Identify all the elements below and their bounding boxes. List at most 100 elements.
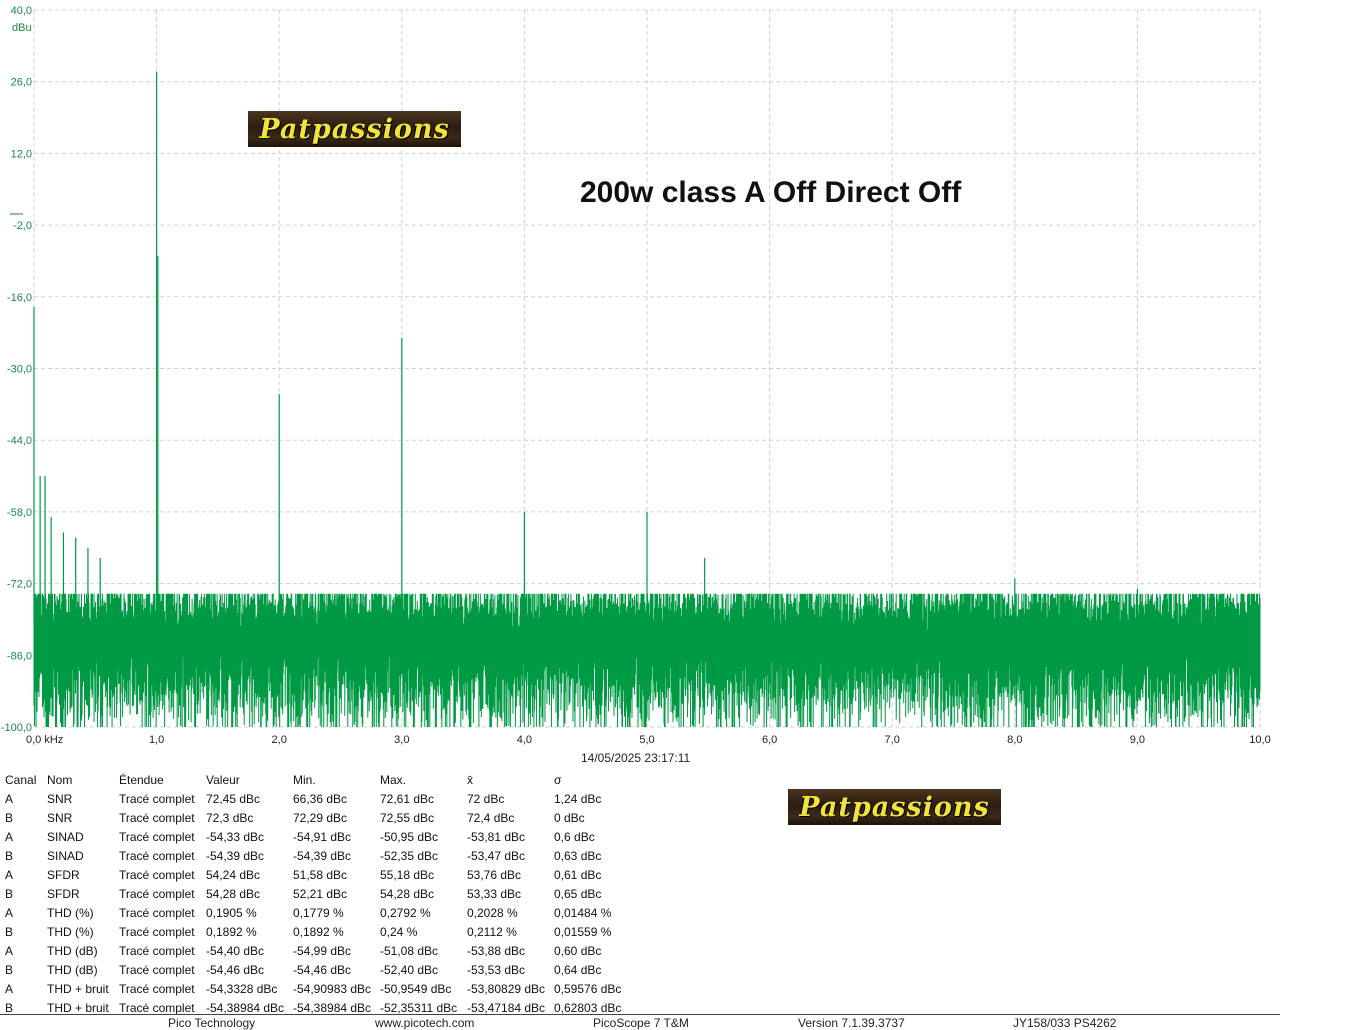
x-axis-ticks: 0,0 kHz 1,0 2,0 3,0 4,0 5,0 6,0 7,0 8,0 9,0 10,0	[26, 734, 1271, 746]
table-cell: 0,6 dBc	[554, 829, 595, 844]
table-row: B THD (%) Tracé complet 0,1892 % 0,1892 % 0,2…	[0, 922, 634, 941]
table-cell: A	[5, 905, 14, 920]
header-nom: Nom	[47, 772, 73, 787]
table-row: A THD + bruit Tracé complet -54,3328 dBc -54…	[0, 979, 634, 998]
table-cell: B	[5, 962, 14, 977]
table-cell: A	[5, 829, 14, 844]
table-cell: -53,47 dBc	[467, 848, 526, 863]
table-cell: Tracé complet	[119, 981, 195, 996]
table-cell: B	[5, 810, 14, 825]
table-cell: 51,58 dBc	[293, 867, 348, 882]
table-cell: -54,33 dBc	[206, 829, 265, 844]
table-cell: 54,28 dBc	[206, 886, 261, 901]
table-cell: -54,91 dBc	[293, 829, 352, 844]
table-cell: 54,28 dBc	[380, 886, 435, 901]
table-cell: Tracé complet	[119, 962, 195, 977]
y-tick-label: -72,0	[7, 579, 32, 591]
table-row: B SNR Tracé complet 72,3 dBc 72,29 dBc 72,55 …	[0, 808, 634, 827]
table-cell: 0,63 dBc	[554, 848, 602, 863]
table-cell: 0,1779 %	[293, 905, 344, 920]
table-cell: Tracé complet	[119, 829, 195, 844]
table-cell: THD + bruit	[47, 981, 109, 996]
table-cell: Tracé complet	[119, 867, 195, 882]
table-cell: THD + bruit	[47, 1000, 109, 1015]
y-axis-unit: dBu	[12, 22, 32, 34]
table-cell: 0,1892 %	[206, 924, 257, 939]
table-cell: 52,21 dBc	[293, 886, 348, 901]
x-tick-label: 1,0	[149, 734, 164, 746]
table-cell: Tracé complet	[119, 848, 195, 863]
table-cell: Tracé complet	[119, 924, 195, 939]
table-cell: B	[5, 924, 14, 939]
table-row: A THD (dB) Tracé complet -54,40 dBc -54,99 d…	[0, 941, 634, 960]
table-cell: 0,2112 %	[467, 924, 517, 939]
measurements-body: A SNR Tracé complet 72,45 dBc 66,36 dBc 72,61…	[0, 789, 634, 1017]
table-cell: Tracé complet	[119, 905, 195, 920]
logo-text: Patpassions	[799, 791, 990, 823]
table-cell: -52,35311 dBc	[380, 1000, 458, 1015]
header-sigma: σ	[554, 772, 562, 787]
table-cell: 72,61 dBc	[380, 791, 435, 806]
table-row: A THD (%) Tracé complet 0,1905 % 0,1779 % 0,2…	[0, 903, 634, 922]
table-cell: Tracé complet	[119, 810, 195, 825]
table-cell: THD (%)	[47, 924, 94, 939]
measurements-table: Canal Nom Étendue Valeur Min. Max. x̄ σ …	[0, 770, 634, 1017]
table-cell: A	[5, 943, 14, 958]
footer-device: JY158/033 PS4262	[1013, 1016, 1117, 1030]
table-cell: 0,62803 dBc	[554, 1000, 622, 1015]
table-cell: 0,65 dBc	[554, 886, 602, 901]
footer-divider	[0, 1014, 1280, 1015]
logo-text: Patpassions	[259, 113, 450, 145]
table-cell: -54,39 dBc	[293, 848, 352, 863]
spectrum-peaks	[33, 71, 1139, 625]
table-row: B SFDR Tracé complet 54,28 dBc 52,21 dBc 54,2…	[0, 884, 634, 903]
table-cell: -53,80829 dBc	[467, 981, 546, 996]
y-tick-label: 26,0	[11, 77, 32, 89]
table-cell: -54,38984 dBc	[293, 1000, 372, 1015]
table-cell: B	[5, 1000, 14, 1015]
table-cell: -52,35 dBc	[380, 848, 439, 863]
table-cell: THD (dB)	[47, 943, 98, 958]
table-cell: -51,08 dBc	[380, 943, 439, 958]
x-tick-label: 8,0	[1007, 734, 1022, 746]
table-cell: -52,40 dBc	[380, 962, 439, 977]
table-cell: -54,99 dBc	[293, 943, 352, 958]
table-cell: 72,45 dBc	[206, 791, 261, 806]
table-cell: 0,1892 %	[293, 924, 344, 939]
y-tick-label: -16,0	[7, 292, 32, 304]
y-tick-label: -100,0	[1, 722, 32, 734]
y-tick-label: 40,0	[11, 5, 32, 17]
table-cell: SINAD	[47, 829, 84, 844]
table-cell: THD (%)	[47, 905, 94, 920]
chart-title: 200w class A Off Direct Off	[580, 176, 962, 209]
table-cell: 54,24 dBc	[206, 867, 261, 882]
y-tick-label: -30,0	[7, 364, 32, 376]
x-tick-label: 5,0	[639, 734, 654, 746]
table-row: A SNR Tracé complet 72,45 dBc 66,36 dBc 72,61…	[0, 789, 634, 808]
table-cell: 0,2792 %	[380, 905, 431, 920]
table-cell: Tracé complet	[119, 943, 195, 958]
table-cell: SNR	[47, 810, 73, 825]
table-cell: 72 dBc	[467, 791, 505, 806]
table-cell: Tracé complet	[119, 886, 195, 901]
table-cell: 55,18 dBc	[380, 867, 435, 882]
table-cell: 0,01484 %	[554, 905, 612, 920]
table-cell: A	[5, 867, 14, 882]
y-tick-label: -58,0	[7, 507, 32, 519]
header-valeur: Valeur	[206, 772, 240, 787]
table-row: B SINAD Tracé complet -54,39 dBc -54,39 dBc -…	[0, 846, 634, 865]
table-cell: 0 dBc	[554, 810, 585, 825]
y-axis-ticks: 40,0 26,0 12,0 -2,0 -16,0 -30,0 -44,0 -58,0 -72,…	[1, 5, 32, 734]
table-cell: -54,39 dBc	[206, 848, 265, 863]
y-tick-label: -86,0	[7, 650, 32, 662]
table-row: A SINAD Tracé complet -54,33 dBc -54,91 dBc -…	[0, 827, 634, 846]
footer-version: Version 7.1.39.3737	[798, 1016, 905, 1030]
table-cell: -53,53 dBc	[467, 962, 526, 977]
table-cell: SNR	[47, 791, 73, 806]
x-tick-label: 0,0 kHz	[26, 734, 63, 746]
x-tick-label: 6,0	[762, 734, 777, 746]
header-min: Min.	[293, 772, 316, 787]
table-cell: B	[5, 848, 14, 863]
table-cell: Tracé complet	[119, 791, 195, 806]
x-tick-label: 2,0	[272, 734, 287, 746]
